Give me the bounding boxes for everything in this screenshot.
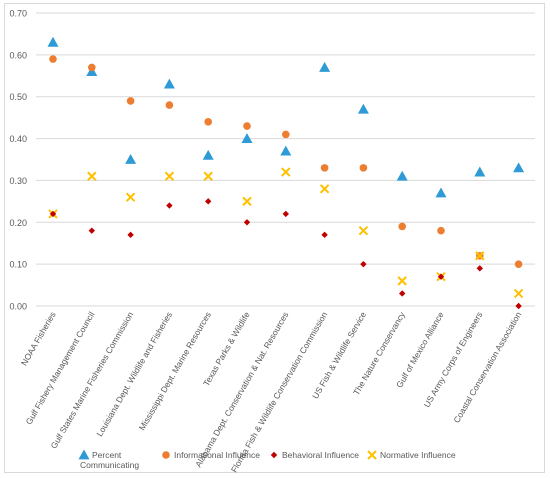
y-tick-label: 0.40 xyxy=(9,134,27,144)
data-point-circle xyxy=(437,226,445,235)
data-point-circle xyxy=(49,55,57,63)
legend-label: Normative Influence xyxy=(380,450,456,460)
data-points xyxy=(47,36,525,310)
legend-label: Communicating xyxy=(80,460,139,470)
data-point-circle xyxy=(320,164,329,172)
data-point-triangle xyxy=(474,166,486,177)
legend-marker-x xyxy=(367,450,377,460)
data-point-diamond xyxy=(360,260,367,268)
data-point-diamond xyxy=(399,290,406,297)
data-point-diamond xyxy=(205,198,212,205)
data-point-circle xyxy=(88,63,96,72)
data-point-x xyxy=(513,288,524,299)
data-point-x xyxy=(358,225,369,236)
data-point-diamond xyxy=(476,265,483,272)
y-tick-label: 0.30 xyxy=(9,176,27,186)
data-point-circle xyxy=(165,101,174,109)
data-point-triangle xyxy=(357,103,369,114)
data-point-triangle xyxy=(241,133,253,143)
data-point-circle xyxy=(282,130,290,139)
x-tick-label: Gulf Fishery Management Council xyxy=(24,310,97,426)
data-point-triangle xyxy=(319,61,331,72)
data-point-triangle xyxy=(125,154,137,164)
data-point-diamond xyxy=(243,219,251,226)
data-point-circle xyxy=(204,118,212,126)
y-tick-label: 0.70 xyxy=(9,9,27,19)
legend-label: Behavioral Influence xyxy=(282,450,359,460)
data-point-x xyxy=(475,251,485,261)
data-point-circle xyxy=(359,164,368,172)
data-point-triangle xyxy=(163,78,175,89)
legend-marker-diamond xyxy=(270,451,278,459)
data-point-triangle xyxy=(47,36,59,47)
data-point-circle xyxy=(243,122,251,130)
data-point-x xyxy=(242,196,252,207)
data-point-triangle xyxy=(396,170,408,181)
x-tick-label: Coastal Conservation Association xyxy=(451,310,523,425)
y-axis: 0.00 0.10 0.20 0.30 0.40 0.50 0.60 0.70 xyxy=(9,9,27,312)
data-point-diamond xyxy=(166,202,173,209)
data-point-circle xyxy=(514,260,523,268)
data-point-diamond xyxy=(88,227,95,234)
data-point-x xyxy=(125,192,136,202)
data-point-diamond xyxy=(321,231,328,239)
data-point-x xyxy=(319,184,330,194)
data-point-triangle xyxy=(280,145,292,156)
legend-label: Percent xyxy=(92,450,122,460)
gridlines xyxy=(36,12,535,307)
data-point-circle xyxy=(126,97,135,105)
x-tick-label: Gulf States Marine Fisheries Commission xyxy=(48,310,135,451)
data-point-triangle xyxy=(435,187,447,198)
data-point-x xyxy=(203,171,213,181)
legend-marker-triangle xyxy=(78,449,90,460)
legend-marker-circle xyxy=(162,451,170,459)
x-tick-label: Louisiana Dept. Wildlife and Fisheries xyxy=(94,310,174,438)
y-tick-label: 0.20 xyxy=(9,218,27,228)
data-point-circle xyxy=(398,222,407,231)
y-tick-label: 0.10 xyxy=(9,260,27,270)
chart-frame xyxy=(4,3,545,473)
x-tick-label: Mississippi Dept. Marine Resources xyxy=(137,310,213,432)
y-tick-label: 0.50 xyxy=(9,92,27,102)
data-point-diamond xyxy=(437,273,445,280)
data-point-x xyxy=(397,276,407,286)
data-point-diamond xyxy=(282,210,289,218)
data-point-diamond xyxy=(127,231,134,239)
data-point-triangle xyxy=(202,149,214,160)
data-point-triangle xyxy=(513,162,525,173)
data-point-diamond xyxy=(515,302,522,310)
y-tick-label: 0.00 xyxy=(9,302,27,312)
legend-label: Informational Influence xyxy=(174,450,260,460)
data-point-x xyxy=(164,171,175,181)
y-tick-label: 0.60 xyxy=(9,50,27,60)
x-tick-label: NOAA Fisheries xyxy=(19,310,58,367)
data-point-diamond xyxy=(49,210,57,218)
data-point-x xyxy=(281,167,291,177)
data-point-x xyxy=(87,171,97,181)
